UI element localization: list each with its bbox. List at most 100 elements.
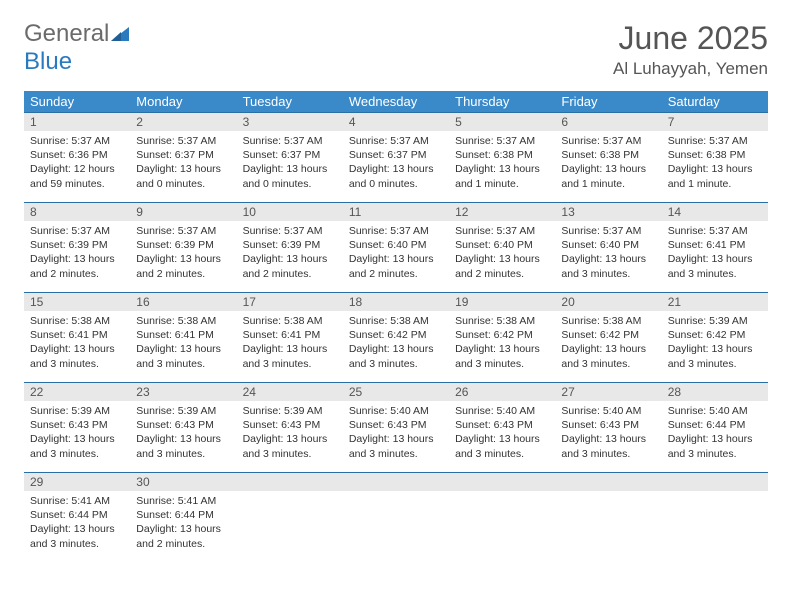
sunrise-text: Sunrise: 5:40 AM — [455, 404, 549, 418]
sunset-text: Sunset: 6:43 PM — [136, 418, 230, 432]
day-of-week-row: Sunday Monday Tuesday Wednesday Thursday… — [24, 91, 768, 113]
calendar-cell — [662, 473, 768, 563]
dow-friday: Friday — [555, 91, 661, 113]
day-body: Sunrise: 5:41 AMSunset: 6:44 PMDaylight:… — [24, 491, 130, 555]
day-body: Sunrise: 5:39 AMSunset: 6:43 PMDaylight:… — [237, 401, 343, 465]
calendar-cell: 11Sunrise: 5:37 AMSunset: 6:40 PMDayligh… — [343, 203, 449, 293]
calendar-cell: 18Sunrise: 5:38 AMSunset: 6:42 PMDayligh… — [343, 293, 449, 383]
daylight-text: Daylight: 13 hours — [561, 252, 655, 266]
sunset-text: Sunset: 6:39 PM — [136, 238, 230, 252]
sunrise-text: Sunrise: 5:39 AM — [30, 404, 124, 418]
daylight-text: and 2 minutes. — [243, 267, 337, 281]
daylight-text: Daylight: 13 hours — [668, 342, 762, 356]
daylight-text: Daylight: 13 hours — [349, 252, 443, 266]
calendar-cell: 13Sunrise: 5:37 AMSunset: 6:40 PMDayligh… — [555, 203, 661, 293]
daylight-text: Daylight: 12 hours — [30, 162, 124, 176]
day-body: Sunrise: 5:38 AMSunset: 6:42 PMDaylight:… — [449, 311, 555, 375]
sunrise-text: Sunrise: 5:37 AM — [668, 224, 762, 238]
calendar-cell: 20Sunrise: 5:38 AMSunset: 6:42 PMDayligh… — [555, 293, 661, 383]
day-body: Sunrise: 5:38 AMSunset: 6:41 PMDaylight:… — [237, 311, 343, 375]
sunrise-text: Sunrise: 5:40 AM — [349, 404, 443, 418]
calendar-cell — [343, 473, 449, 563]
sunset-text: Sunset: 6:38 PM — [455, 148, 549, 162]
calendar-cell: 25Sunrise: 5:40 AMSunset: 6:43 PMDayligh… — [343, 383, 449, 473]
daylight-text: Daylight: 13 hours — [243, 432, 337, 446]
sunset-text: Sunset: 6:43 PM — [455, 418, 549, 432]
calendar-cell: 21Sunrise: 5:39 AMSunset: 6:42 PMDayligh… — [662, 293, 768, 383]
calendar-cell: 10Sunrise: 5:37 AMSunset: 6:39 PMDayligh… — [237, 203, 343, 293]
calendar-cell: 2Sunrise: 5:37 AMSunset: 6:37 PMDaylight… — [130, 113, 236, 203]
dow-sunday: Sunday — [24, 91, 130, 113]
month-title: June 2025 — [613, 20, 768, 57]
sunset-text: Sunset: 6:44 PM — [136, 508, 230, 522]
daylight-text: Daylight: 13 hours — [30, 342, 124, 356]
sunrise-text: Sunrise: 5:37 AM — [136, 134, 230, 148]
calendar-cell: 5Sunrise: 5:37 AMSunset: 6:38 PMDaylight… — [449, 113, 555, 203]
calendar-week: 29Sunrise: 5:41 AMSunset: 6:44 PMDayligh… — [24, 473, 768, 563]
day-number — [662, 473, 768, 491]
calendar-cell — [555, 473, 661, 563]
daylight-text: Daylight: 13 hours — [243, 342, 337, 356]
sunset-text: Sunset: 6:43 PM — [30, 418, 124, 432]
daylight-text: and 3 minutes. — [455, 447, 549, 461]
sunrise-text: Sunrise: 5:37 AM — [30, 134, 124, 148]
sunrise-text: Sunrise: 5:37 AM — [561, 224, 655, 238]
daylight-text: Daylight: 13 hours — [136, 342, 230, 356]
logo: General Blue — [24, 20, 133, 76]
daylight-text: Daylight: 13 hours — [455, 432, 549, 446]
daylight-text: Daylight: 13 hours — [561, 432, 655, 446]
day-body: Sunrise: 5:37 AMSunset: 6:37 PMDaylight:… — [130, 131, 236, 195]
sunset-text: Sunset: 6:43 PM — [243, 418, 337, 432]
day-number: 23 — [130, 383, 236, 401]
sunset-text: Sunset: 6:42 PM — [561, 328, 655, 342]
day-number: 5 — [449, 113, 555, 131]
daylight-text: Daylight: 13 hours — [30, 252, 124, 266]
day-number: 3 — [237, 113, 343, 131]
daylight-text: and 2 minutes. — [136, 537, 230, 551]
calendar-table: Sunday Monday Tuesday Wednesday Thursday… — [24, 91, 768, 563]
daylight-text: and 3 minutes. — [455, 357, 549, 371]
sunrise-text: Sunrise: 5:38 AM — [30, 314, 124, 328]
calendar-cell: 29Sunrise: 5:41 AMSunset: 6:44 PMDayligh… — [24, 473, 130, 563]
sunrise-text: Sunrise: 5:37 AM — [349, 134, 443, 148]
sunset-text: Sunset: 6:38 PM — [668, 148, 762, 162]
day-body: Sunrise: 5:39 AMSunset: 6:43 PMDaylight:… — [130, 401, 236, 465]
daylight-text: Daylight: 13 hours — [30, 432, 124, 446]
daylight-text: and 3 minutes. — [349, 447, 443, 461]
sunset-text: Sunset: 6:41 PM — [136, 328, 230, 342]
daylight-text: and 3 minutes. — [136, 447, 230, 461]
sunset-text: Sunset: 6:37 PM — [136, 148, 230, 162]
day-number: 15 — [24, 293, 130, 311]
calendar-week: 8Sunrise: 5:37 AMSunset: 6:39 PMDaylight… — [24, 203, 768, 293]
daylight-text: and 3 minutes. — [30, 357, 124, 371]
daylight-text: and 59 minutes. — [30, 177, 124, 191]
sunset-text: Sunset: 6:37 PM — [243, 148, 337, 162]
day-number: 8 — [24, 203, 130, 221]
day-body: Sunrise: 5:40 AMSunset: 6:43 PMDaylight:… — [555, 401, 661, 465]
sunrise-text: Sunrise: 5:39 AM — [243, 404, 337, 418]
daylight-text: Daylight: 13 hours — [455, 162, 549, 176]
daylight-text: and 2 minutes. — [349, 267, 443, 281]
calendar-cell — [237, 473, 343, 563]
day-body: Sunrise: 5:37 AMSunset: 6:39 PMDaylight:… — [130, 221, 236, 285]
sunset-text: Sunset: 6:44 PM — [30, 508, 124, 522]
logo-sail-icon — [111, 20, 133, 48]
day-body: Sunrise: 5:41 AMSunset: 6:44 PMDaylight:… — [130, 491, 236, 555]
calendar-cell: 24Sunrise: 5:39 AMSunset: 6:43 PMDayligh… — [237, 383, 343, 473]
sunset-text: Sunset: 6:40 PM — [349, 238, 443, 252]
day-number: 4 — [343, 113, 449, 131]
sunset-text: Sunset: 6:39 PM — [30, 238, 124, 252]
daylight-text: Daylight: 13 hours — [136, 162, 230, 176]
daylight-text: Daylight: 13 hours — [136, 432, 230, 446]
sunrise-text: Sunrise: 5:37 AM — [243, 224, 337, 238]
day-body: Sunrise: 5:37 AMSunset: 6:39 PMDaylight:… — [237, 221, 343, 285]
calendar-cell: 26Sunrise: 5:40 AMSunset: 6:43 PMDayligh… — [449, 383, 555, 473]
sunset-text: Sunset: 6:43 PM — [561, 418, 655, 432]
sunset-text: Sunset: 6:44 PM — [668, 418, 762, 432]
day-body: Sunrise: 5:37 AMSunset: 6:37 PMDaylight:… — [343, 131, 449, 195]
daylight-text: Daylight: 13 hours — [136, 252, 230, 266]
day-body: Sunrise: 5:38 AMSunset: 6:42 PMDaylight:… — [555, 311, 661, 375]
sunset-text: Sunset: 6:37 PM — [349, 148, 443, 162]
sunrise-text: Sunrise: 5:37 AM — [349, 224, 443, 238]
day-body: Sunrise: 5:37 AMSunset: 6:38 PMDaylight:… — [555, 131, 661, 195]
